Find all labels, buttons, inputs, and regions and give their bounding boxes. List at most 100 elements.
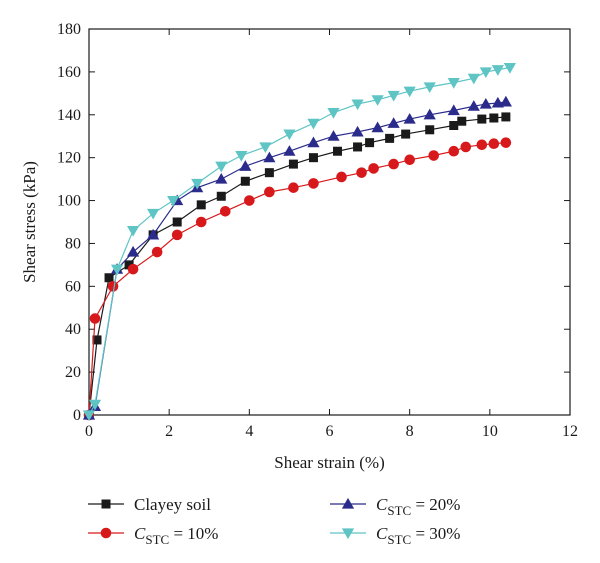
data-point — [447, 104, 460, 116]
data-point — [244, 195, 255, 206]
legend-item: CSTC = 20% — [330, 495, 460, 518]
data-point — [215, 173, 228, 184]
data-point — [92, 335, 102, 345]
series-line — [88, 142, 506, 416]
data-point — [104, 273, 114, 283]
data-point — [263, 151, 276, 163]
data-point — [385, 133, 395, 143]
data-point — [283, 129, 296, 141]
y-tick-label: 40 — [65, 321, 81, 338]
data-point — [387, 117, 400, 128]
data-point — [195, 216, 207, 228]
data-point — [327, 130, 340, 141]
data-point — [404, 154, 415, 166]
data-point — [172, 217, 182, 227]
series-2 — [83, 137, 512, 421]
data-point — [423, 108, 436, 120]
data-point — [356, 167, 367, 178]
data-point — [288, 182, 299, 193]
data-point — [283, 145, 296, 156]
data-point — [147, 208, 160, 220]
data-point — [167, 195, 180, 207]
data-point — [88, 399, 102, 411]
legend-item: CSTC = 10% — [88, 524, 218, 547]
data-point — [460, 141, 472, 153]
data-point — [351, 125, 364, 137]
series-1 — [84, 112, 511, 420]
x-tick-label: 10 — [482, 423, 498, 440]
y-tick-label: 100 — [57, 193, 81, 210]
data-point — [215, 161, 228, 173]
legend: Clayey soil CSTC = 10% CSTC = 20% CSTC = 30… — [88, 495, 460, 547]
x-tick-label: 12 — [562, 423, 578, 440]
data-point — [368, 163, 379, 174]
data-point — [351, 99, 364, 111]
series-layer — [82, 63, 516, 422]
data-point — [401, 129, 411, 139]
data-point — [126, 226, 140, 237]
data-point — [425, 125, 435, 135]
x-tick-label: 4 — [245, 423, 253, 440]
legend-marker — [100, 527, 112, 539]
data-point — [477, 114, 487, 124]
data-point — [333, 146, 343, 156]
x-tick-label: 0 — [85, 423, 93, 440]
data-point — [126, 245, 140, 257]
y-tick-label: 20 — [65, 364, 81, 381]
data-point — [89, 313, 101, 324]
data-point — [476, 139, 488, 151]
data-point — [449, 121, 459, 130]
data-point — [127, 263, 139, 275]
y-tick-label: 180 — [57, 21, 81, 38]
data-point — [235, 150, 248, 162]
data-point — [499, 95, 512, 107]
legend-marker — [101, 499, 111, 509]
data-point — [467, 100, 480, 111]
x-tick-label: 6 — [326, 423, 334, 440]
data-point — [264, 168, 274, 178]
data-point — [488, 138, 500, 150]
data-point — [151, 246, 163, 258]
data-point — [491, 65, 504, 76]
data-point — [387, 90, 400, 102]
legend-marker — [341, 528, 355, 540]
data-point — [219, 205, 231, 217]
data-point — [264, 186, 275, 198]
data-point — [371, 121, 384, 133]
data-point — [448, 145, 460, 157]
data-point — [479, 97, 492, 109]
data-point — [196, 200, 206, 210]
legend-label: CSTC = 20% — [376, 495, 460, 518]
data-point — [500, 137, 512, 148]
data-point — [307, 136, 320, 148]
legend-label: CSTC = 30% — [376, 524, 460, 547]
data-point — [308, 178, 319, 189]
data-point — [82, 410, 96, 422]
data-point — [259, 142, 272, 154]
y-tick-label: 140 — [57, 107, 81, 124]
data-point — [308, 153, 318, 163]
data-point — [479, 67, 492, 78]
data-point — [365, 138, 375, 148]
data-point — [457, 116, 467, 126]
series-line — [88, 67, 510, 416]
x-tick-label: 2 — [165, 423, 173, 440]
series-4 — [82, 63, 516, 422]
data-point — [501, 112, 511, 122]
data-point — [124, 260, 134, 270]
series-3 — [82, 95, 512, 420]
data-point — [428, 150, 440, 161]
y-tick-label: 60 — [65, 278, 81, 295]
data-point — [327, 108, 340, 119]
data-point — [110, 264, 124, 276]
legend-item: Clayey soil — [88, 495, 211, 514]
data-point — [388, 158, 399, 170]
y-tick-label: 0 — [73, 407, 81, 424]
data-point — [403, 112, 416, 124]
data-point — [216, 191, 226, 201]
data-point — [191, 178, 204, 190]
x-axis-label: Shear strain (%) — [274, 453, 384, 472]
y-tick-label: 160 — [57, 64, 81, 81]
data-point — [171, 229, 183, 241]
